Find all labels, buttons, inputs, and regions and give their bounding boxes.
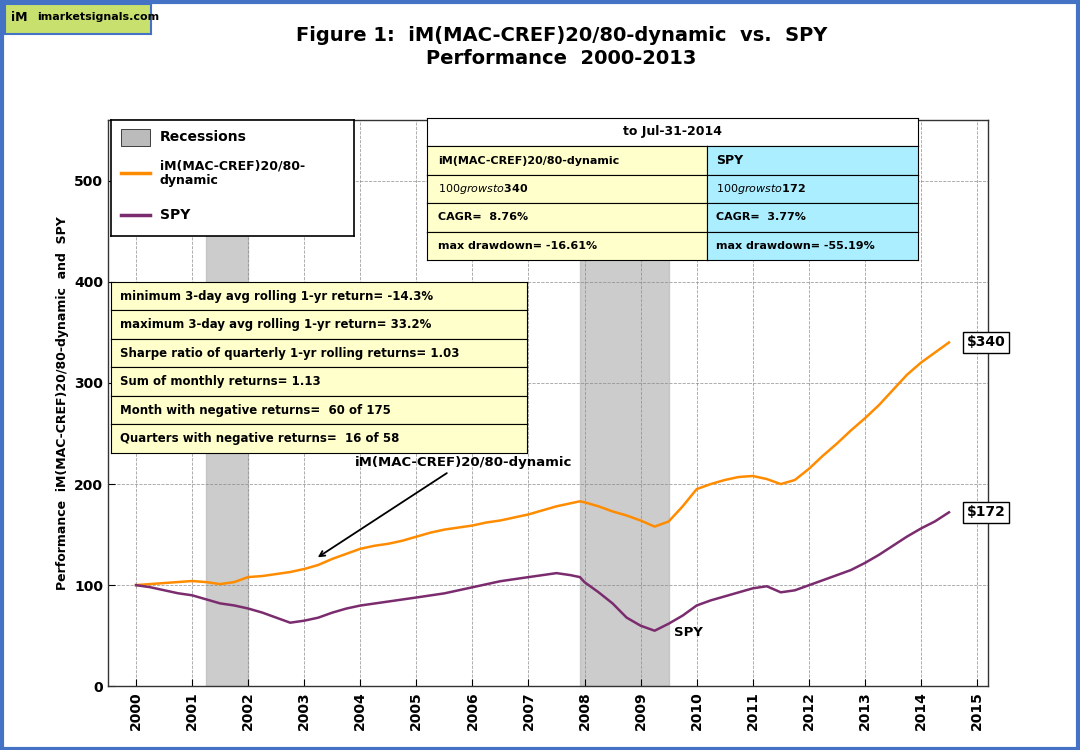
Text: Performance  2000-2013: Performance 2000-2013 [427, 49, 697, 68]
Text: to Jul-31-2014: to Jul-31-2014 [623, 125, 721, 139]
iM(MAC-CREF)20/80-dynamic [732, 472, 745, 482]
Text: $340: $340 [967, 335, 1005, 350]
Text: minimum 3-day avg rolling 1-yr return= -14.3%: minimum 3-day avg rolling 1-yr return= -… [120, 290, 433, 302]
Text: $172: $172 [967, 506, 1005, 519]
Text: Figure 1:  iM(MAC-CREF)20/80-dynamic  vs.  SPY: Figure 1: iM(MAC-CREF)20/80-dynamic vs. … [296, 26, 827, 45]
Text: Quarters with negative returns=  16 of 58: Quarters with negative returns= 16 of 58 [120, 432, 399, 445]
SPY [943, 508, 956, 517]
iM(MAC-CREF)20/80-dynamic [816, 452, 829, 460]
SPY [737, 586, 750, 596]
iM(MAC-CREF)20/80-dynamic [363, 542, 376, 551]
SPY [648, 626, 661, 635]
Text: max drawdown= -55.19%: max drawdown= -55.19% [716, 241, 875, 251]
SPY [363, 600, 376, 609]
Text: Sum of monthly returns= 1.13: Sum of monthly returns= 1.13 [120, 375, 320, 388]
Y-axis label: Performance  iM(MAC-CREF)20/80-dynamic  and  SPY: Performance iM(MAC-CREF)20/80-dynamic an… [55, 216, 69, 590]
iM(MAC-CREF)20/80-dynamic [662, 517, 675, 526]
Text: CAGR=  3.77%: CAGR= 3.77% [716, 212, 806, 223]
Text: $100 grows to $172: $100 grows to $172 [716, 182, 806, 196]
Text: CAGR=  8.76%: CAGR= 8.76% [437, 212, 528, 223]
Bar [206, 120, 248, 686]
SPY [195, 593, 208, 602]
Bar [121, 129, 150, 146]
Text: iM(MAC-CREF)20/80-
dynamic: iM(MAC-CREF)20/80- dynamic [160, 160, 305, 188]
SPY [821, 574, 834, 583]
SPY [415, 592, 428, 602]
Text: $100 grows to $340: $100 grows to $340 [437, 182, 528, 196]
SPY [666, 616, 679, 626]
Text: imarketsignals.com: imarketsignals.com [38, 12, 160, 22]
Text: SPY: SPY [716, 154, 743, 167]
iM(MAC-CREF)20/80-dynamic [943, 338, 956, 347]
SPY [130, 580, 143, 590]
iM(MAC-CREF)20/80-dynamic [195, 578, 208, 586]
Text: max drawdown= -16.61%: max drawdown= -16.61% [437, 241, 597, 251]
Text: iM(MAC-CREF)20/80-dynamic: iM(MAC-CREF)20/80-dynamic [437, 155, 619, 166]
Text: SPY: SPY [160, 209, 190, 222]
Text: SPY: SPY [674, 626, 703, 639]
Text: iM: iM [11, 10, 28, 24]
Text: Recessions: Recessions [160, 130, 246, 145]
Text: iM(MAC-CREF)20/80-dynamic: iM(MAC-CREF)20/80-dynamic [320, 456, 572, 556]
Line: iM(MAC-CREF)20/80-dynamic: iM(MAC-CREF)20/80-dynamic [136, 343, 949, 585]
Bar [580, 120, 669, 686]
Text: Month with negative returns=  60 of 175: Month with negative returns= 60 of 175 [120, 404, 391, 416]
Text: Sharpe ratio of quarterly 1-yr rolling returns= 1.03: Sharpe ratio of quarterly 1-yr rolling r… [120, 346, 459, 359]
Text: maximum 3-day avg rolling 1-yr return= 33.2%: maximum 3-day avg rolling 1-yr return= 3… [120, 318, 431, 331]
Line: SPY: SPY [136, 512, 949, 631]
iM(MAC-CREF)20/80-dynamic [130, 580, 143, 590]
iM(MAC-CREF)20/80-dynamic [415, 531, 428, 540]
